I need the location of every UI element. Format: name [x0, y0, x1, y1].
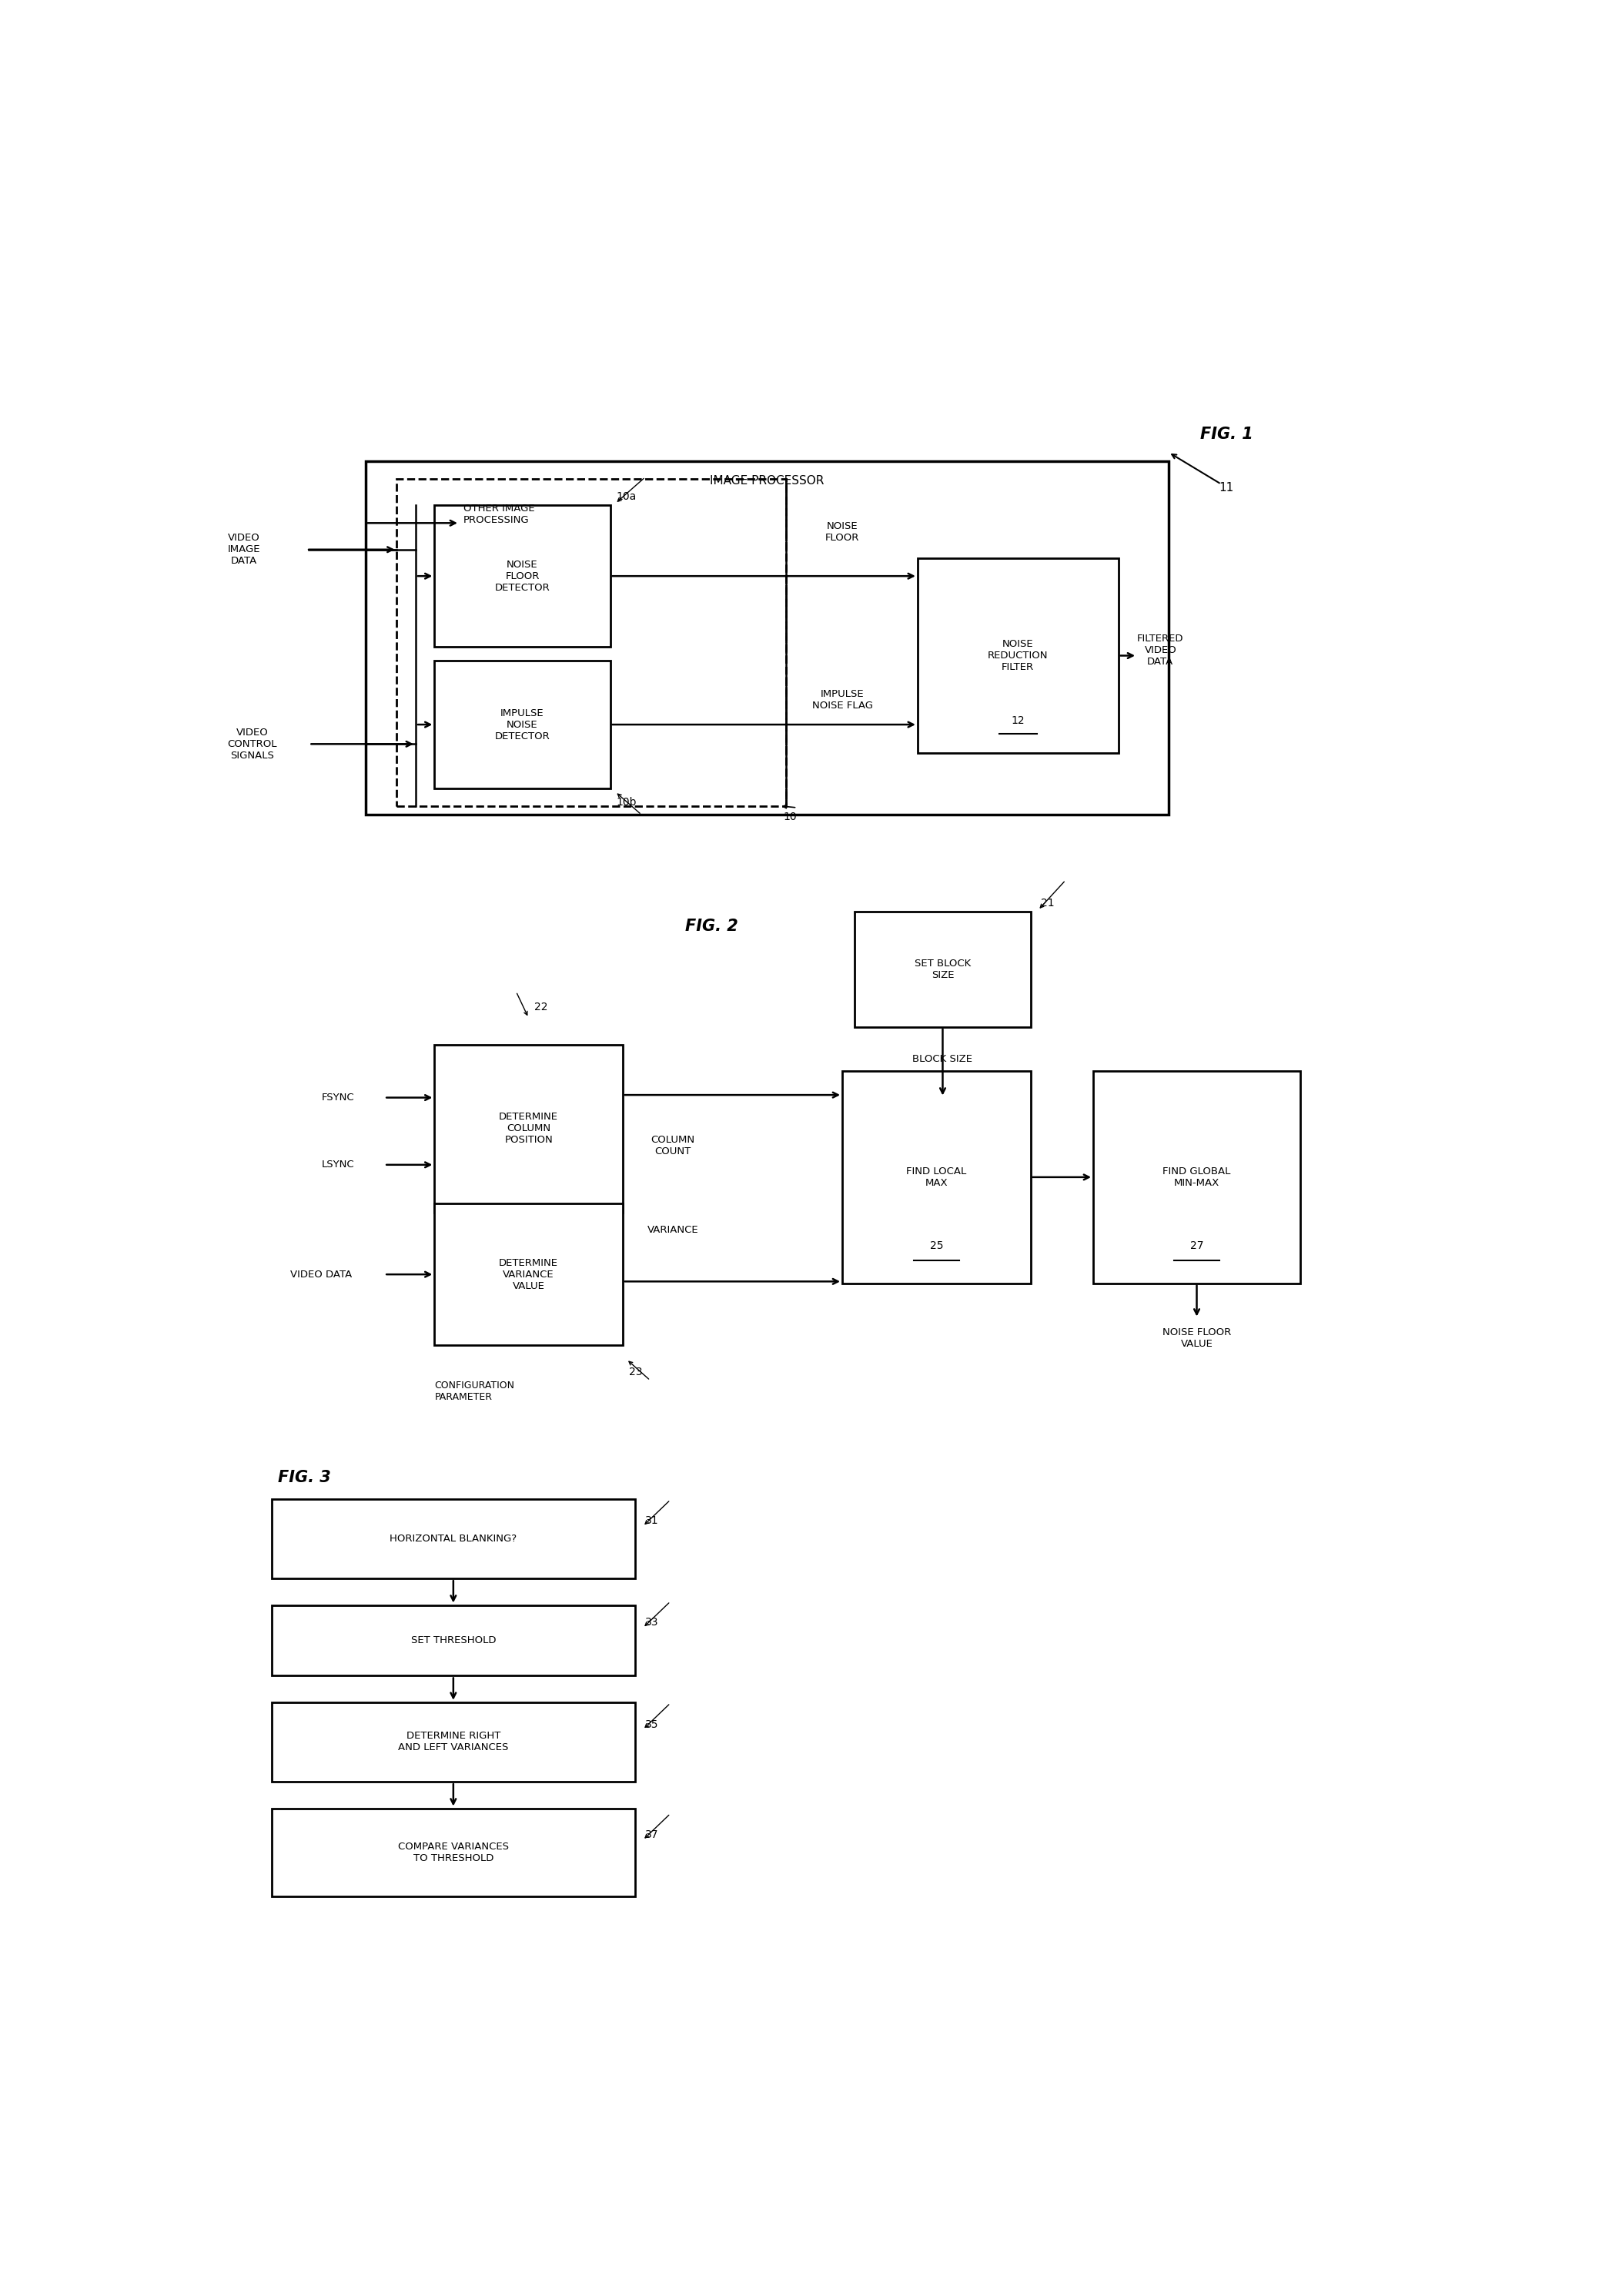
Text: 33: 33	[646, 1616, 659, 1628]
Text: 37: 37	[646, 1830, 659, 1839]
Text: IMAGE PROCESSOR: IMAGE PROCESSOR	[709, 475, 824, 487]
Text: 27: 27	[1190, 1240, 1203, 1251]
Text: BLOCK SIZE: BLOCK SIZE	[913, 1054, 973, 1063]
Text: FIND GLOBAL
MIN-MAX: FIND GLOBAL MIN-MAX	[1162, 1166, 1230, 1187]
Text: NOISE
FLOOR
DETECTOR: NOISE FLOOR DETECTOR	[495, 560, 550, 592]
Text: FIG. 3: FIG. 3	[278, 1469, 330, 1486]
Text: VARIANCE: VARIANCE	[648, 1226, 698, 1235]
FancyBboxPatch shape	[272, 1499, 635, 1577]
FancyBboxPatch shape	[272, 1605, 635, 1676]
FancyBboxPatch shape	[434, 505, 610, 647]
Text: 31: 31	[646, 1515, 659, 1527]
Text: 10a: 10a	[617, 491, 636, 503]
Text: LSYNC: LSYNC	[322, 1159, 355, 1169]
Text: 22: 22	[534, 1001, 547, 1013]
FancyBboxPatch shape	[918, 558, 1119, 753]
Text: FSYNC: FSYNC	[322, 1093, 355, 1102]
FancyBboxPatch shape	[272, 1809, 635, 1896]
FancyBboxPatch shape	[397, 480, 785, 806]
Text: NOISE FLOOR
VALUE: NOISE FLOOR VALUE	[1162, 1327, 1230, 1350]
Text: FILTERED
VIDEO
DATA: FILTERED VIDEO DATA	[1137, 634, 1183, 666]
Text: CONFIGURATION
PARAMETER: CONFIGURATION PARAMETER	[434, 1380, 515, 1403]
Text: COMPARE VARIANCES
TO THRESHOLD: COMPARE VARIANCES TO THRESHOLD	[398, 1841, 508, 1864]
FancyBboxPatch shape	[1093, 1070, 1300, 1283]
Text: IMPULSE
NOISE
DETECTOR: IMPULSE NOISE DETECTOR	[495, 707, 550, 742]
FancyBboxPatch shape	[842, 1070, 1031, 1283]
Text: VIDEO
CONTROL
SIGNALS: VIDEO CONTROL SIGNALS	[227, 728, 277, 760]
Text: FIND LOCAL
MAX: FIND LOCAL MAX	[907, 1166, 967, 1187]
Text: SET THRESHOLD: SET THRESHOLD	[411, 1635, 495, 1646]
Text: NOISE
FLOOR: NOISE FLOOR	[826, 521, 860, 542]
FancyBboxPatch shape	[434, 661, 610, 788]
Text: NOISE
REDUCTION
FILTER: NOISE REDUCTION FILTER	[988, 638, 1047, 673]
Text: 10b: 10b	[617, 797, 636, 808]
FancyBboxPatch shape	[366, 461, 1169, 815]
Text: 23: 23	[628, 1366, 643, 1378]
Text: FIG. 1: FIG. 1	[1200, 427, 1253, 443]
Text: VIDEO
IMAGE
DATA: VIDEO IMAGE DATA	[227, 533, 261, 567]
Text: 11: 11	[1219, 482, 1234, 494]
Text: OTHER IMAGE
PROCESSING: OTHER IMAGE PROCESSING	[463, 503, 534, 526]
Text: FIG. 2: FIG. 2	[685, 918, 738, 934]
Text: DETERMINE
COLUMN
POSITION: DETERMINE COLUMN POSITION	[499, 1111, 559, 1146]
Text: 10: 10	[784, 810, 797, 822]
FancyBboxPatch shape	[434, 1045, 623, 1212]
FancyBboxPatch shape	[855, 912, 1031, 1026]
Text: 21: 21	[1041, 898, 1054, 909]
Text: DETERMINE
VARIANCE
VALUE: DETERMINE VARIANCE VALUE	[499, 1258, 559, 1290]
Text: HORIZONTAL BLANKING?: HORIZONTAL BLANKING?	[390, 1534, 516, 1543]
Text: DETERMINE RIGHT
AND LEFT VARIANCES: DETERMINE RIGHT AND LEFT VARIANCES	[398, 1731, 508, 1752]
Text: 25: 25	[929, 1240, 944, 1251]
FancyBboxPatch shape	[272, 1701, 635, 1782]
Text: IMPULSE
NOISE FLAG: IMPULSE NOISE FLAG	[811, 689, 873, 709]
FancyBboxPatch shape	[434, 1203, 623, 1345]
Text: COLUMN
COUNT: COLUMN COUNT	[651, 1134, 695, 1157]
Text: SET BLOCK
SIZE: SET BLOCK SIZE	[915, 960, 971, 980]
Text: 35: 35	[646, 1720, 659, 1729]
Text: 12: 12	[1012, 716, 1025, 726]
Text: VIDEO DATA: VIDEO DATA	[290, 1270, 351, 1279]
